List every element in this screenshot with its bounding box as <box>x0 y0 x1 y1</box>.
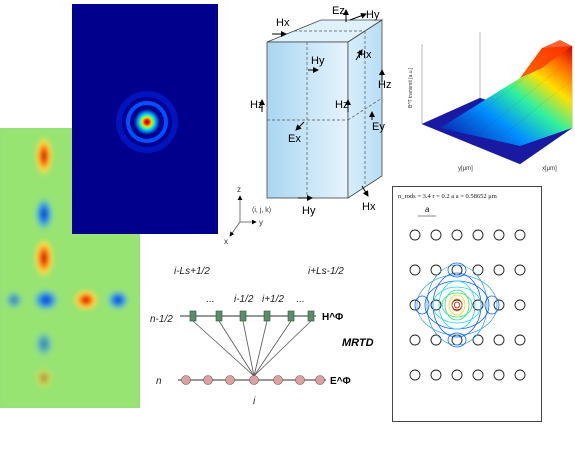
dielectric-rod <box>514 334 526 346</box>
axis-y-label: y <box>259 218 263 227</box>
dielectric-rod <box>493 264 505 276</box>
origin-label: (i, j, k) <box>252 207 271 214</box>
label-hz: Hz <box>378 79 391 91</box>
label-ez: Ez <box>332 5 345 17</box>
label-hy: Hy <box>311 55 325 67</box>
mrtd-top-label: i-Ls+1/2 <box>174 266 210 277</box>
mrtd-top-label: i+1/2 <box>262 294 284 305</box>
dielectric-rod <box>451 229 463 241</box>
field-lobe <box>33 236 55 280</box>
label-hz: Hz <box>335 99 348 111</box>
dielectric-rod <box>430 369 442 381</box>
mrtd-stencil-diagram: i-Ls+1/2 ... i-1/2 i+1/2 ... i+Ls-1/2 n-… <box>150 266 374 407</box>
crystal-parameters: n_rods = 3.4 r = 0.2 a a = 0.58652 μm <box>398 193 497 200</box>
dielectric-rod <box>514 229 526 241</box>
dielectric-rod <box>493 299 505 311</box>
dielectric-rod <box>409 229 421 241</box>
dielectric-rod <box>430 334 442 346</box>
mrtd-center-index: i <box>253 396 256 407</box>
beam-ring <box>116 91 178 153</box>
h-field-label: H^Φ <box>322 312 343 323</box>
photonic-crystal-plot: n_rods = 3.4 r = 0.2 a a = 0.58652 μm a <box>392 186 542 422</box>
surface-zlabel: B^T transmit [a.u.] <box>408 67 414 108</box>
mrtd-top-label: ... <box>206 294 214 305</box>
surface-ramp <box>440 46 572 146</box>
field-lobe <box>32 288 60 312</box>
dielectric-rod <box>514 299 526 311</box>
field-lobe <box>34 196 54 232</box>
dielectric-rod <box>493 369 505 381</box>
dielectric-rod <box>430 229 442 241</box>
field-lobe <box>34 134 54 178</box>
surface-ridge <box>520 40 572 78</box>
dielectric-rod <box>514 369 526 381</box>
axis-x-label: x <box>224 237 228 246</box>
mode-contours <box>414 262 500 348</box>
field-lobe <box>72 288 100 312</box>
dielectric-rod <box>409 264 421 276</box>
dielectric-rod <box>409 334 421 346</box>
surface-ylabel: y[μm] <box>458 166 473 172</box>
dielectric-rod <box>451 369 463 381</box>
label-ey: Ey <box>372 121 385 133</box>
dielectric-rod <box>493 334 505 346</box>
label-hx: Hx <box>358 49 372 61</box>
beam-spot-plot <box>72 4 218 234</box>
surface-plot: B^T transmit [a.u.] y[μm] x[μm] <box>408 32 573 172</box>
beam-ring <box>126 101 168 143</box>
dielectric-rod <box>472 334 484 346</box>
dielectric-rod <box>514 264 526 276</box>
dielectric-rod <box>493 229 505 241</box>
e-field-label: E^Φ <box>330 376 351 387</box>
beam-spot-center <box>134 109 160 135</box>
mrtd-row-bottom: n <box>156 376 162 387</box>
label-hy: Hy <box>366 9 380 21</box>
label-hy: Hy <box>302 205 316 217</box>
field-lobe <box>34 366 54 390</box>
mrtd-top-label: i-1/2 <box>234 294 254 305</box>
field-lobe <box>4 290 24 310</box>
label-ex: Ex <box>288 133 301 145</box>
dielectric-rod <box>472 299 484 311</box>
mrtd-top-label: ... <box>296 294 304 305</box>
mrtd-row-top: n-1/2 <box>150 314 173 325</box>
surface-xlabel: x[μm] <box>542 166 557 172</box>
dielectric-rod <box>409 299 421 311</box>
dielectric-rod <box>472 264 484 276</box>
label-hx: Hx <box>276 17 290 29</box>
field-lobe <box>106 289 130 311</box>
e-field-nodes <box>181 375 325 385</box>
dielectric-rod <box>430 264 442 276</box>
dielectric-rod <box>472 369 484 381</box>
label-hx: Hx <box>362 201 376 213</box>
axis-z-label: z <box>237 185 241 194</box>
dielectric-rod <box>409 369 421 381</box>
mrtd-top-label: i+Ls-1/2 <box>308 266 344 277</box>
mrtd-title: MRTD <box>342 337 374 349</box>
dielectric-rod <box>430 299 442 311</box>
label-hz: Hz <box>250 99 263 111</box>
lattice-constant-label: a <box>425 205 430 214</box>
yee-cell-diagram: Hx Ez Hy Hy Hx Hz Hz Hz Ey Ex Hy Hx (i, … <box>224 5 391 246</box>
dielectric-rod <box>472 229 484 241</box>
field-lobe <box>34 330 54 358</box>
